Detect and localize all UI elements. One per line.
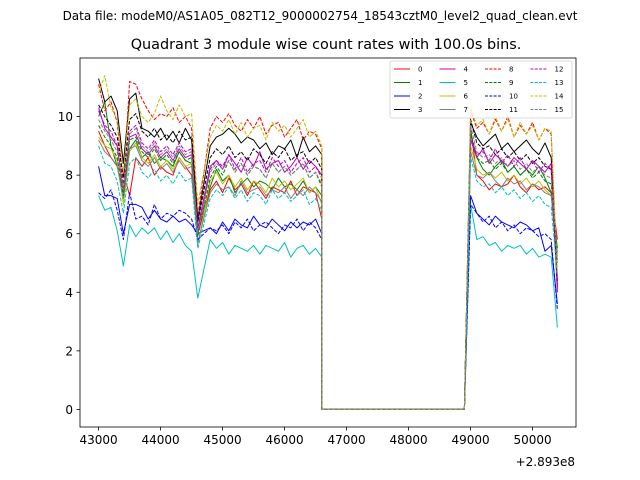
legend-label-12: 12	[555, 66, 564, 74]
y-tick-label: 2	[65, 344, 73, 358]
legend-label-0: 0	[418, 66, 422, 74]
x-offset-label: +2.893e8	[516, 455, 575, 469]
legend-label-7: 7	[464, 106, 468, 114]
y-axis: 0 2 4 6 8 10	[58, 110, 80, 417]
x-tick-label: 48000	[390, 433, 428, 447]
y-tick-label: 0	[65, 403, 73, 417]
x-tick-label: 50000	[514, 433, 552, 447]
legend-label-9: 9	[509, 79, 513, 87]
legend-label-1: 1	[418, 79, 422, 87]
y-tick-label: 10	[58, 110, 73, 124]
legend-label-10: 10	[509, 93, 518, 101]
x-tick-label: 43000	[80, 433, 118, 447]
legend-label-13: 13	[555, 79, 564, 87]
series-line-15	[98, 119, 558, 410]
legend-label-3: 3	[418, 106, 422, 114]
axes-frame	[79, 57, 577, 428]
legend-label-11: 11	[509, 106, 518, 114]
x-tick-label: 44000	[142, 433, 180, 447]
plot-lines	[98, 75, 558, 410]
x-axis: 43000 44000 45000 46000 47000 48000 49000 50000	[80, 427, 552, 447]
legend-label-6: 6	[464, 93, 469, 101]
figure-suptitle: Data file: modeM0/AS1A05_082T12_90000027…	[63, 9, 578, 23]
legend-label-15: 15	[555, 106, 564, 114]
legend-label-8: 8	[509, 66, 513, 74]
x-tick-label: 46000	[266, 433, 304, 447]
legend-label-4: 4	[464, 66, 469, 74]
legend-label-2: 2	[418, 93, 422, 101]
y-tick-label: 6	[65, 227, 73, 241]
y-tick-label: 8	[65, 169, 73, 183]
x-tick-label: 45000	[204, 433, 242, 447]
legend-box	[389, 60, 573, 119]
x-tick-label: 49000	[452, 433, 490, 447]
chart-title: Quadrant 3 module wise count rates with …	[131, 37, 522, 53]
series-line-14	[98, 75, 558, 410]
legend-label-5: 5	[464, 79, 468, 87]
y-tick-label: 4	[65, 286, 73, 300]
legend-label-14: 14	[555, 93, 564, 101]
x-tick-label: 47000	[328, 433, 366, 447]
